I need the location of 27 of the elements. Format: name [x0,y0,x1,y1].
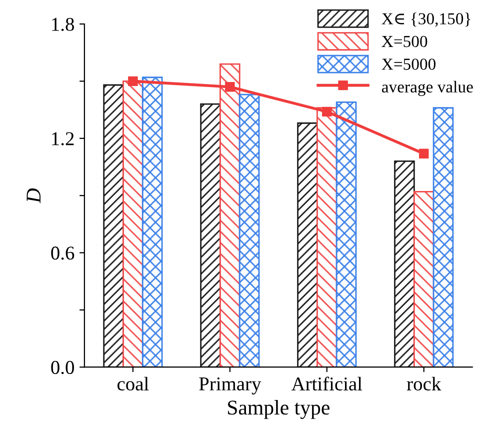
y-tick-label: 1.8 [52,18,74,32]
point [322,106,332,117]
y-tick-label: 0.0 [51,360,74,374]
y-tick-label: 0.6 [51,246,74,260]
bar [432,107,454,368]
bar [103,84,124,368]
y-axis-title: D [26,188,40,204]
y-tick-label: 1.2 [52,132,74,146]
legend-label: X∈ {30,150} [382,12,470,27]
legend-label: average value [382,80,473,96]
bar [413,191,434,368]
bar [394,160,415,368]
point [128,76,138,86]
legend-label: X=500 [382,36,428,48]
x-tick-label: Primary [199,377,262,394]
point [225,82,235,92]
point [418,148,429,158]
x-tick-label: Artificial [291,376,362,391]
bar [297,122,318,368]
x-tick-label: coal [117,376,149,391]
bar [336,101,357,368]
bar [200,103,221,368]
x-tick-label: rock [406,376,442,391]
x-axis-title: Sample type [228,400,330,419]
bar [238,94,260,368]
legend-label: X=5000 [382,58,436,70]
bar [142,76,163,368]
